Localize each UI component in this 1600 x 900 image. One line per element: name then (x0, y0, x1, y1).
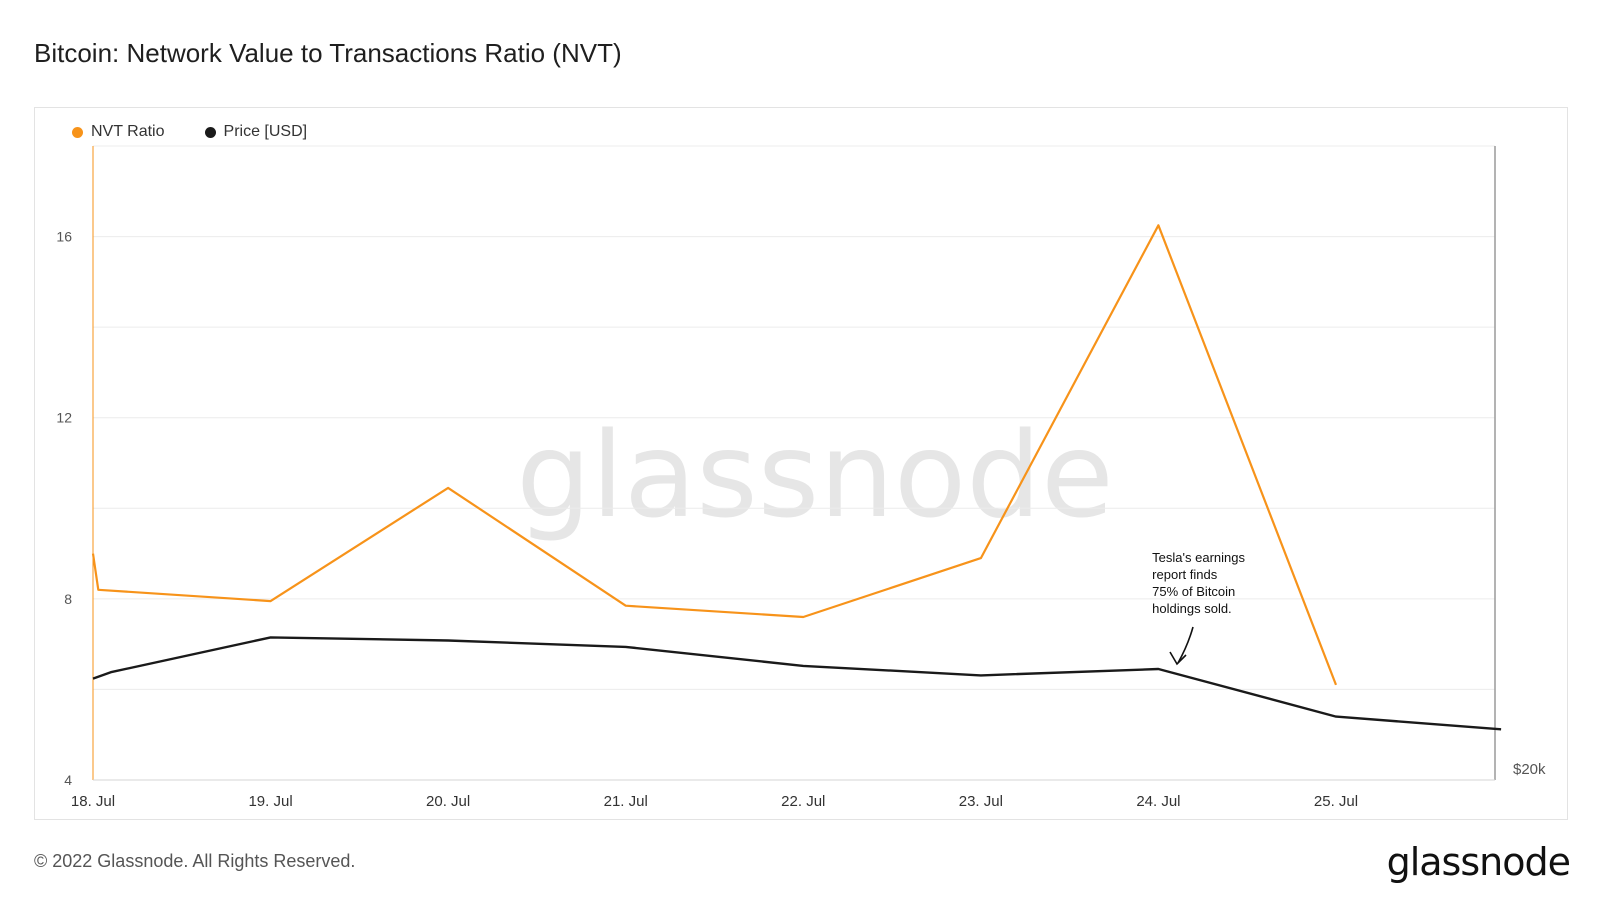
annotation-text: report finds (1152, 567, 1218, 582)
y-left-tick-label: 12 (56, 410, 72, 426)
legend-label-nvt: NVT Ratio (91, 123, 165, 140)
annotation-text: holdings sold. (1152, 601, 1232, 616)
annotation-arrow-head (1169, 651, 1187, 666)
annotation-arrow (1177, 626, 1194, 664)
chart-legend: NVT Ratio Price [USD] (72, 123, 307, 141)
x-tick-label: 22. Jul (781, 793, 825, 810)
x-tick-label: 23. Jul (959, 793, 1003, 810)
copyright-footer: © 2022 Glassnode. All Rights Reserved. (34, 851, 356, 871)
x-tick-label: 18. Jul (71, 793, 115, 810)
annotation-text: Tesla's earnings (1152, 550, 1245, 565)
y-left-tick-label: 4 (64, 772, 72, 788)
legend-label-price: Price [USD] (223, 123, 308, 140)
y-left-tick-label: 8 (64, 591, 72, 607)
legend-item-nvt[interactable]: NVT Ratio (72, 123, 165, 141)
x-tick-label: 20. Jul (426, 793, 470, 810)
annotation-text: 75% of Bitcoin (1152, 584, 1235, 599)
chart-panel (34, 107, 1568, 820)
x-tick-label: 25. Jul (1314, 793, 1358, 810)
glassnode-logo[interactable]: glassnode (1386, 840, 1571, 884)
price-line (92, 636, 1502, 731)
x-tick-label: 24. Jul (1136, 793, 1180, 810)
x-tick-label: 21. Jul (604, 793, 648, 810)
nvt-ratio-line (91, 224, 1338, 686)
watermark: glassnode (516, 406, 1113, 544)
x-tick-label: 19. Jul (248, 793, 292, 810)
y-right-tick-label: $20k (1513, 761, 1546, 778)
chart-title: Bitcoin: Network Value to Transactions R… (34, 38, 622, 68)
legend-item-price[interactable]: Price [USD] (204, 123, 308, 141)
y-left-tick-label: 16 (56, 229, 72, 245)
legend-dot-nvt (72, 126, 83, 138)
legend-dot-price (204, 126, 216, 138)
